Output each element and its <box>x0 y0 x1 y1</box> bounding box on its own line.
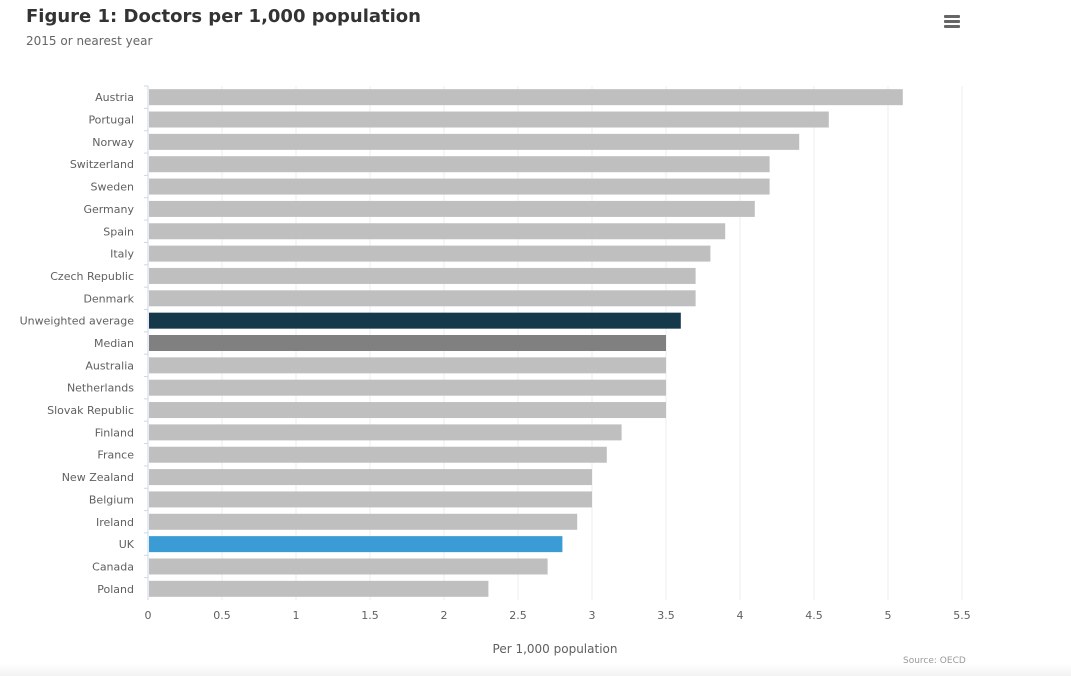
bar[interactable] <box>149 312 681 329</box>
chart-menu-button[interactable] <box>940 10 964 34</box>
bar[interactable] <box>149 469 592 486</box>
category-label: Poland <box>97 583 134 596</box>
category-label: Denmark <box>83 292 134 305</box>
bar[interactable] <box>149 357 666 374</box>
category-label: Czech Republic <box>50 270 134 283</box>
x-tick-label: 2.5 <box>509 609 527 622</box>
category-label: Germany <box>83 203 134 216</box>
bar[interactable] <box>149 89 903 106</box>
bar[interactable] <box>149 513 578 530</box>
category-labels: Austria Portugal Norway Switzerland Sweden Ge… <box>20 85 148 596</box>
x-tick-label: 3.5 <box>657 609 675 622</box>
x-tick-label: 3 <box>589 609 596 622</box>
bar[interactable] <box>149 111 829 128</box>
bar[interactable] <box>149 424 622 441</box>
category-label: Slovak Republic <box>47 404 134 417</box>
chart-subtitle: 2015 or nearest year <box>26 34 153 48</box>
bar[interactable] <box>149 178 770 195</box>
category-label: Belgium <box>89 493 134 506</box>
x-tick-label: 0 <box>145 609 152 622</box>
category-label: Austria <box>95 91 134 104</box>
category-label: Portugal <box>88 114 134 127</box>
x-tick-label: 1.5 <box>361 609 379 622</box>
bar[interactable] <box>149 267 696 284</box>
category-label: Unweighted average <box>20 315 135 328</box>
category-label: Median <box>94 337 134 350</box>
bar[interactable] <box>149 133 800 150</box>
category-label: UK <box>119 538 135 551</box>
bars <box>149 89 903 597</box>
chart-credits: Source: OECD <box>903 656 966 666</box>
bar[interactable] <box>149 379 666 396</box>
bar[interactable] <box>149 335 666 351</box>
bar[interactable] <box>149 223 726 240</box>
bar[interactable] <box>149 491 592 508</box>
category-label: France <box>97 449 134 462</box>
x-tick-label: 1 <box>293 609 300 622</box>
bar[interactable] <box>149 558 548 575</box>
x-tick-label: 0.5 <box>213 609 231 622</box>
bar[interactable] <box>149 245 711 262</box>
category-label: Australia <box>85 359 134 372</box>
category-label: Norway <box>92 136 134 149</box>
bar[interactable] <box>149 580 489 597</box>
category-label: Canada <box>92 560 134 573</box>
category-label: Switzerland <box>70 158 134 171</box>
x-axis-ticks: 0 0.5 1 1.5 2 2.5 3 3.5 4 4.5 5 5.5 <box>145 609 971 622</box>
x-axis-title: Per 1,000 population <box>493 642 618 656</box>
category-label: Sweden <box>91 181 134 194</box>
bar[interactable] <box>149 156 770 173</box>
category-label: Spain <box>103 225 134 238</box>
bar[interactable] <box>149 536 563 553</box>
x-tick-label: 5 <box>885 609 892 622</box>
category-label: Netherlands <box>67 382 134 395</box>
bar[interactable] <box>149 290 696 307</box>
bottom-shadow <box>0 664 1071 676</box>
category-label: Italy <box>110 248 134 261</box>
bar[interactable] <box>149 446 607 463</box>
category-label: New Zealand <box>62 471 134 484</box>
bar[interactable] <box>149 200 755 217</box>
x-tick-label: 4.5 <box>805 609 823 622</box>
x-tick-label: 2 <box>441 609 448 622</box>
category-label: Finland <box>95 426 134 439</box>
x-tick-label: 5.5 <box>953 609 971 622</box>
x-tick-label: 4 <box>737 609 744 622</box>
chart-title: Figure 1: Doctors per 1,000 population <box>26 6 421 27</box>
bar[interactable] <box>149 402 666 419</box>
category-label: Ireland <box>96 516 134 529</box>
